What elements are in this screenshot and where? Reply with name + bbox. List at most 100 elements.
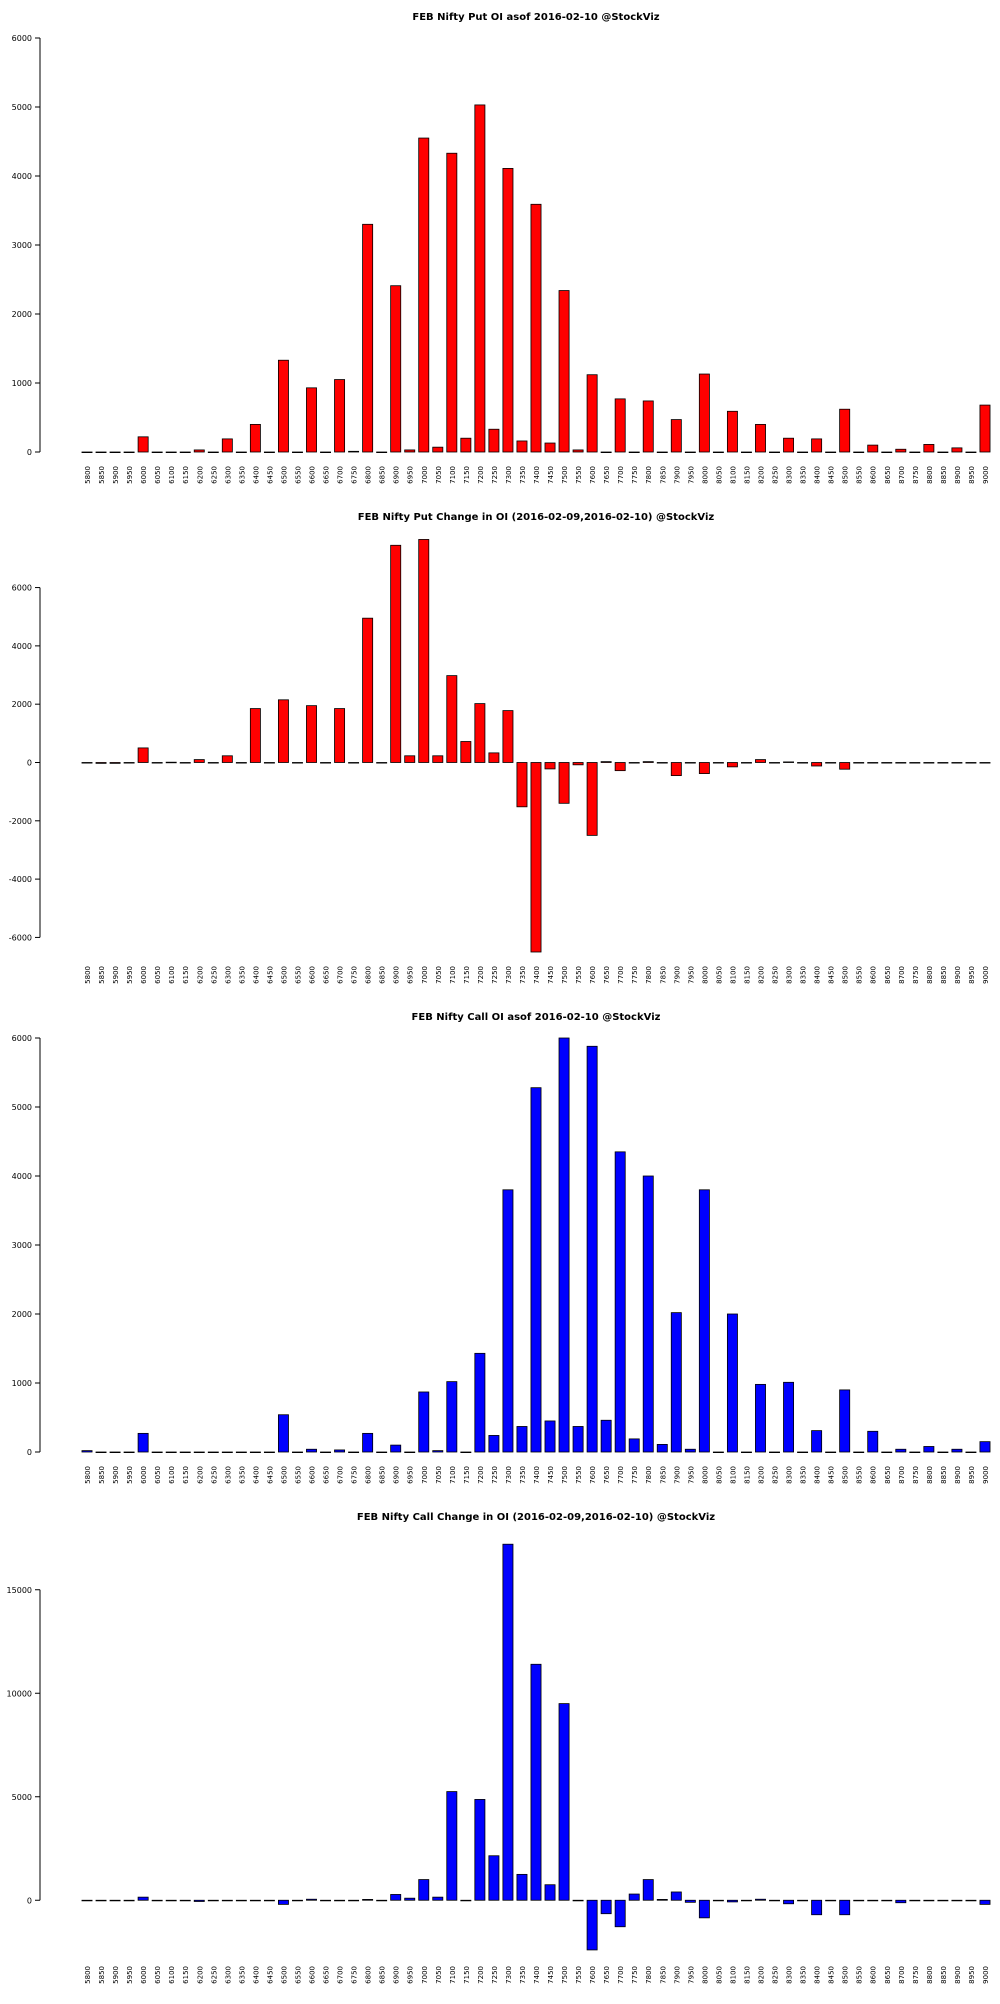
y-tick-label: 6000 bbox=[12, 34, 32, 43]
bar bbox=[698, 762, 710, 774]
bar bbox=[797, 1451, 809, 1454]
x-tick-label: 8200 bbox=[757, 1466, 765, 1484]
x-tick-label: 6200 bbox=[196, 966, 204, 984]
x-tick-label: 7950 bbox=[687, 966, 695, 984]
x-tick-label: 8700 bbox=[898, 1466, 906, 1484]
bar bbox=[320, 1899, 331, 1902]
bar bbox=[137, 436, 149, 453]
x-tick-label: 8550 bbox=[856, 966, 864, 984]
chart-panel: FEB Nifty Call Change in OI (2016-02-09,… bbox=[7, 1512, 991, 1984]
x-tick-label: 6650 bbox=[323, 1466, 331, 1484]
chart-title: FEB Nifty Put OI asof 2016-02-10 @StockV… bbox=[412, 12, 659, 23]
x-tick-label: 7250 bbox=[491, 1466, 499, 1484]
bar bbox=[432, 1896, 444, 1901]
x-tick-label: 7400 bbox=[533, 466, 541, 484]
bar bbox=[769, 1451, 780, 1454]
bar bbox=[502, 710, 514, 763]
bar bbox=[390, 1444, 402, 1453]
x-tick-label: 6450 bbox=[266, 1966, 274, 1984]
bar bbox=[460, 1899, 472, 1902]
x-tick-label: 6950 bbox=[407, 1966, 415, 1984]
x-tick-label: 7450 bbox=[547, 466, 555, 484]
bar bbox=[207, 451, 219, 454]
x-tick-label: 7500 bbox=[561, 1466, 569, 1484]
x-tick-label: 7900 bbox=[673, 1966, 681, 1984]
x-tick-label: 6000 bbox=[140, 1466, 148, 1484]
x-tick-label: 6500 bbox=[280, 1966, 288, 1984]
bar bbox=[179, 451, 191, 454]
x-tick-label: 7600 bbox=[589, 1466, 597, 1484]
x-tick-label: 5800 bbox=[84, 1966, 92, 1984]
bar bbox=[306, 705, 317, 763]
x-tick-label: 7000 bbox=[421, 966, 429, 984]
x-tick-label: 7750 bbox=[631, 1466, 639, 1484]
x-tick-label: 6050 bbox=[154, 966, 162, 984]
x-tick-label: 6200 bbox=[196, 466, 204, 484]
bar bbox=[600, 1899, 612, 1915]
bar bbox=[979, 1899, 991, 1905]
bar bbox=[783, 761, 795, 763]
x-tick-label: 9000 bbox=[982, 1966, 990, 1984]
x-tick-label: 7050 bbox=[435, 966, 443, 984]
x-tick-label: 6900 bbox=[393, 1466, 401, 1484]
bar bbox=[558, 290, 570, 453]
x-tick-label: 8100 bbox=[729, 466, 737, 484]
bar bbox=[769, 762, 780, 764]
x-tick-label: 5950 bbox=[126, 466, 134, 484]
bar bbox=[726, 1899, 738, 1903]
x-tick-label: 8400 bbox=[814, 966, 822, 984]
x-tick-label: 6550 bbox=[294, 966, 302, 984]
bar bbox=[937, 1451, 949, 1454]
bar bbox=[544, 762, 556, 770]
x-tick-label: 5950 bbox=[126, 966, 134, 984]
x-tick-label: 8500 bbox=[842, 966, 850, 984]
bar bbox=[516, 1873, 528, 1901]
bar bbox=[614, 1151, 626, 1453]
x-tick-label: 6550 bbox=[294, 466, 302, 484]
x-tick-label: 6100 bbox=[168, 1466, 176, 1484]
y-tick-label: 5000 bbox=[12, 1103, 32, 1112]
x-tick-label: 7900 bbox=[673, 466, 681, 484]
x-tick-label: 8000 bbox=[701, 1466, 709, 1484]
bar bbox=[670, 762, 682, 777]
x-tick-label: 6150 bbox=[182, 966, 190, 984]
bar bbox=[418, 137, 430, 453]
x-tick-label: 7500 bbox=[561, 1966, 569, 1984]
x-tick-label: 6850 bbox=[379, 1966, 387, 1984]
bar bbox=[712, 1451, 724, 1454]
bar bbox=[81, 762, 93, 764]
bar bbox=[614, 398, 626, 453]
x-tick-label: 7100 bbox=[449, 1466, 457, 1484]
chart-panel: FEB Nifty Call OI asof 2016-02-10 @Stock… bbox=[12, 1012, 991, 1484]
bar bbox=[263, 451, 275, 454]
bar bbox=[867, 1430, 879, 1453]
x-tick-label: 8000 bbox=[701, 1966, 709, 1984]
x-tick-label: 6600 bbox=[309, 1966, 317, 1984]
bar bbox=[488, 1855, 500, 1901]
x-tick-label: 6200 bbox=[196, 1966, 204, 1984]
x-tick-label: 6350 bbox=[238, 1466, 246, 1484]
bar bbox=[320, 451, 331, 454]
x-tick-label: 5950 bbox=[126, 1466, 134, 1484]
x-tick-label: 6200 bbox=[196, 1466, 204, 1484]
x-tick-label: 8400 bbox=[814, 1466, 822, 1484]
x-tick-label: 8250 bbox=[772, 966, 780, 984]
bar bbox=[726, 762, 738, 768]
bar bbox=[277, 359, 289, 453]
bar bbox=[951, 762, 963, 764]
x-tick-label: 8250 bbox=[772, 1466, 780, 1484]
x-tick-label: 7400 bbox=[533, 1966, 541, 1984]
bar bbox=[292, 1451, 303, 1454]
x-tick-label: 6500 bbox=[280, 1466, 288, 1484]
x-tick-label: 6150 bbox=[182, 1966, 190, 1984]
bar bbox=[909, 1451, 921, 1454]
bar bbox=[123, 762, 135, 764]
x-tick-label: 7150 bbox=[463, 466, 471, 484]
y-tick-label: 6000 bbox=[12, 1034, 32, 1043]
x-tick-label: 8650 bbox=[884, 1966, 892, 1984]
bar bbox=[923, 762, 935, 764]
bar bbox=[235, 762, 247, 764]
bar bbox=[404, 1451, 416, 1454]
bar bbox=[783, 437, 795, 453]
